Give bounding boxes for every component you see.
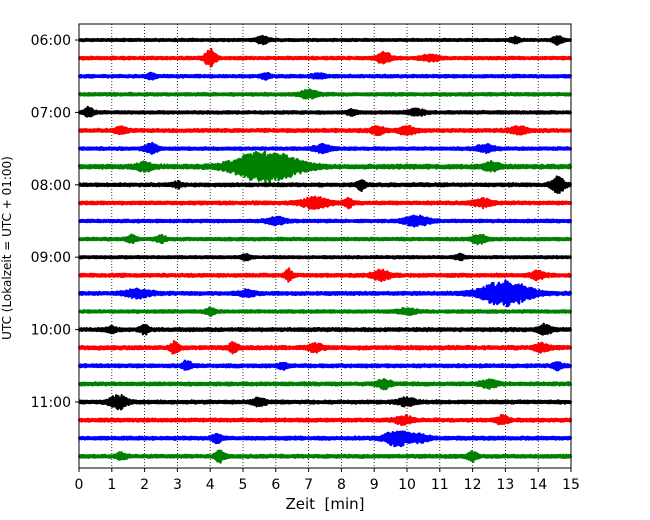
trace-1115: [77, 414, 573, 427]
x-axis-label: Zeit [min]: [285, 495, 364, 513]
x-axis-ticks: 0 1 2 3 4 5 6 7 8 9 10 11 12 13 14 15: [75, 468, 580, 493]
trace-0745: [77, 149, 573, 184]
x-tick-label: 15: [562, 477, 580, 493]
trace-0800: [77, 175, 573, 194]
trace-0645: [77, 88, 573, 100]
trace-0830: [77, 214, 573, 228]
x-tick-label: 11: [431, 477, 449, 493]
y-axis-label: UTC (Lokalzeit = UTC + 01:00): [0, 156, 14, 340]
trace-1100: [77, 394, 573, 411]
vertical-gridlines: [111, 24, 539, 468]
trace-0815: [77, 195, 573, 211]
y-axis-ticks: 06:00 07:00 08:00 09:00 10:00 11:00: [31, 33, 79, 411]
x-tick-label: 14: [529, 477, 547, 493]
y-tick-label: 06:00: [31, 33, 71, 49]
x-tick-label: 10: [398, 477, 416, 493]
seismic-traces: [77, 34, 573, 464]
trace-1030: [77, 359, 573, 372]
trace-0600: [77, 34, 573, 46]
trace-1000: [77, 322, 573, 336]
trace-0945: [77, 306, 573, 317]
trace-0715: [77, 124, 573, 137]
trace-1130: [77, 430, 573, 448]
x-tick-label: 5: [239, 477, 248, 493]
trace-0915: [77, 267, 573, 283]
x-tick-label: 2: [140, 477, 149, 493]
trace-0900: [77, 252, 573, 262]
x-tick-label: 1: [107, 477, 116, 493]
x-tick-label: 4: [206, 477, 215, 493]
x-tick-label: 8: [337, 477, 346, 493]
trace-0615: [77, 47, 573, 68]
y-tick-label: 10:00: [31, 323, 71, 339]
x-tick-label: 6: [271, 477, 280, 493]
trace-0845: [77, 233, 573, 246]
trace-1045: [77, 378, 573, 391]
y-tick-label: 09:00: [31, 250, 71, 266]
y-tick-label: 07:00: [31, 105, 71, 121]
x-tick-label: 3: [173, 477, 182, 493]
y-tick-label: 08:00: [31, 178, 71, 194]
x-tick-label: 7: [304, 477, 313, 493]
trace-0730: [77, 141, 573, 155]
y-tick-label: 11:00: [31, 395, 71, 411]
trace-1015: [77, 340, 573, 355]
x-tick-label: 0: [75, 477, 84, 493]
x-tick-label: 9: [370, 477, 379, 493]
trace-0700: [77, 105, 573, 118]
x-tick-label: 13: [496, 477, 514, 493]
trace-0630: [77, 71, 573, 81]
trace-1145: [77, 449, 573, 464]
x-tick-label: 12: [464, 477, 482, 493]
plot-frame: [78, 23, 572, 469]
trace-0930: [77, 279, 573, 308]
